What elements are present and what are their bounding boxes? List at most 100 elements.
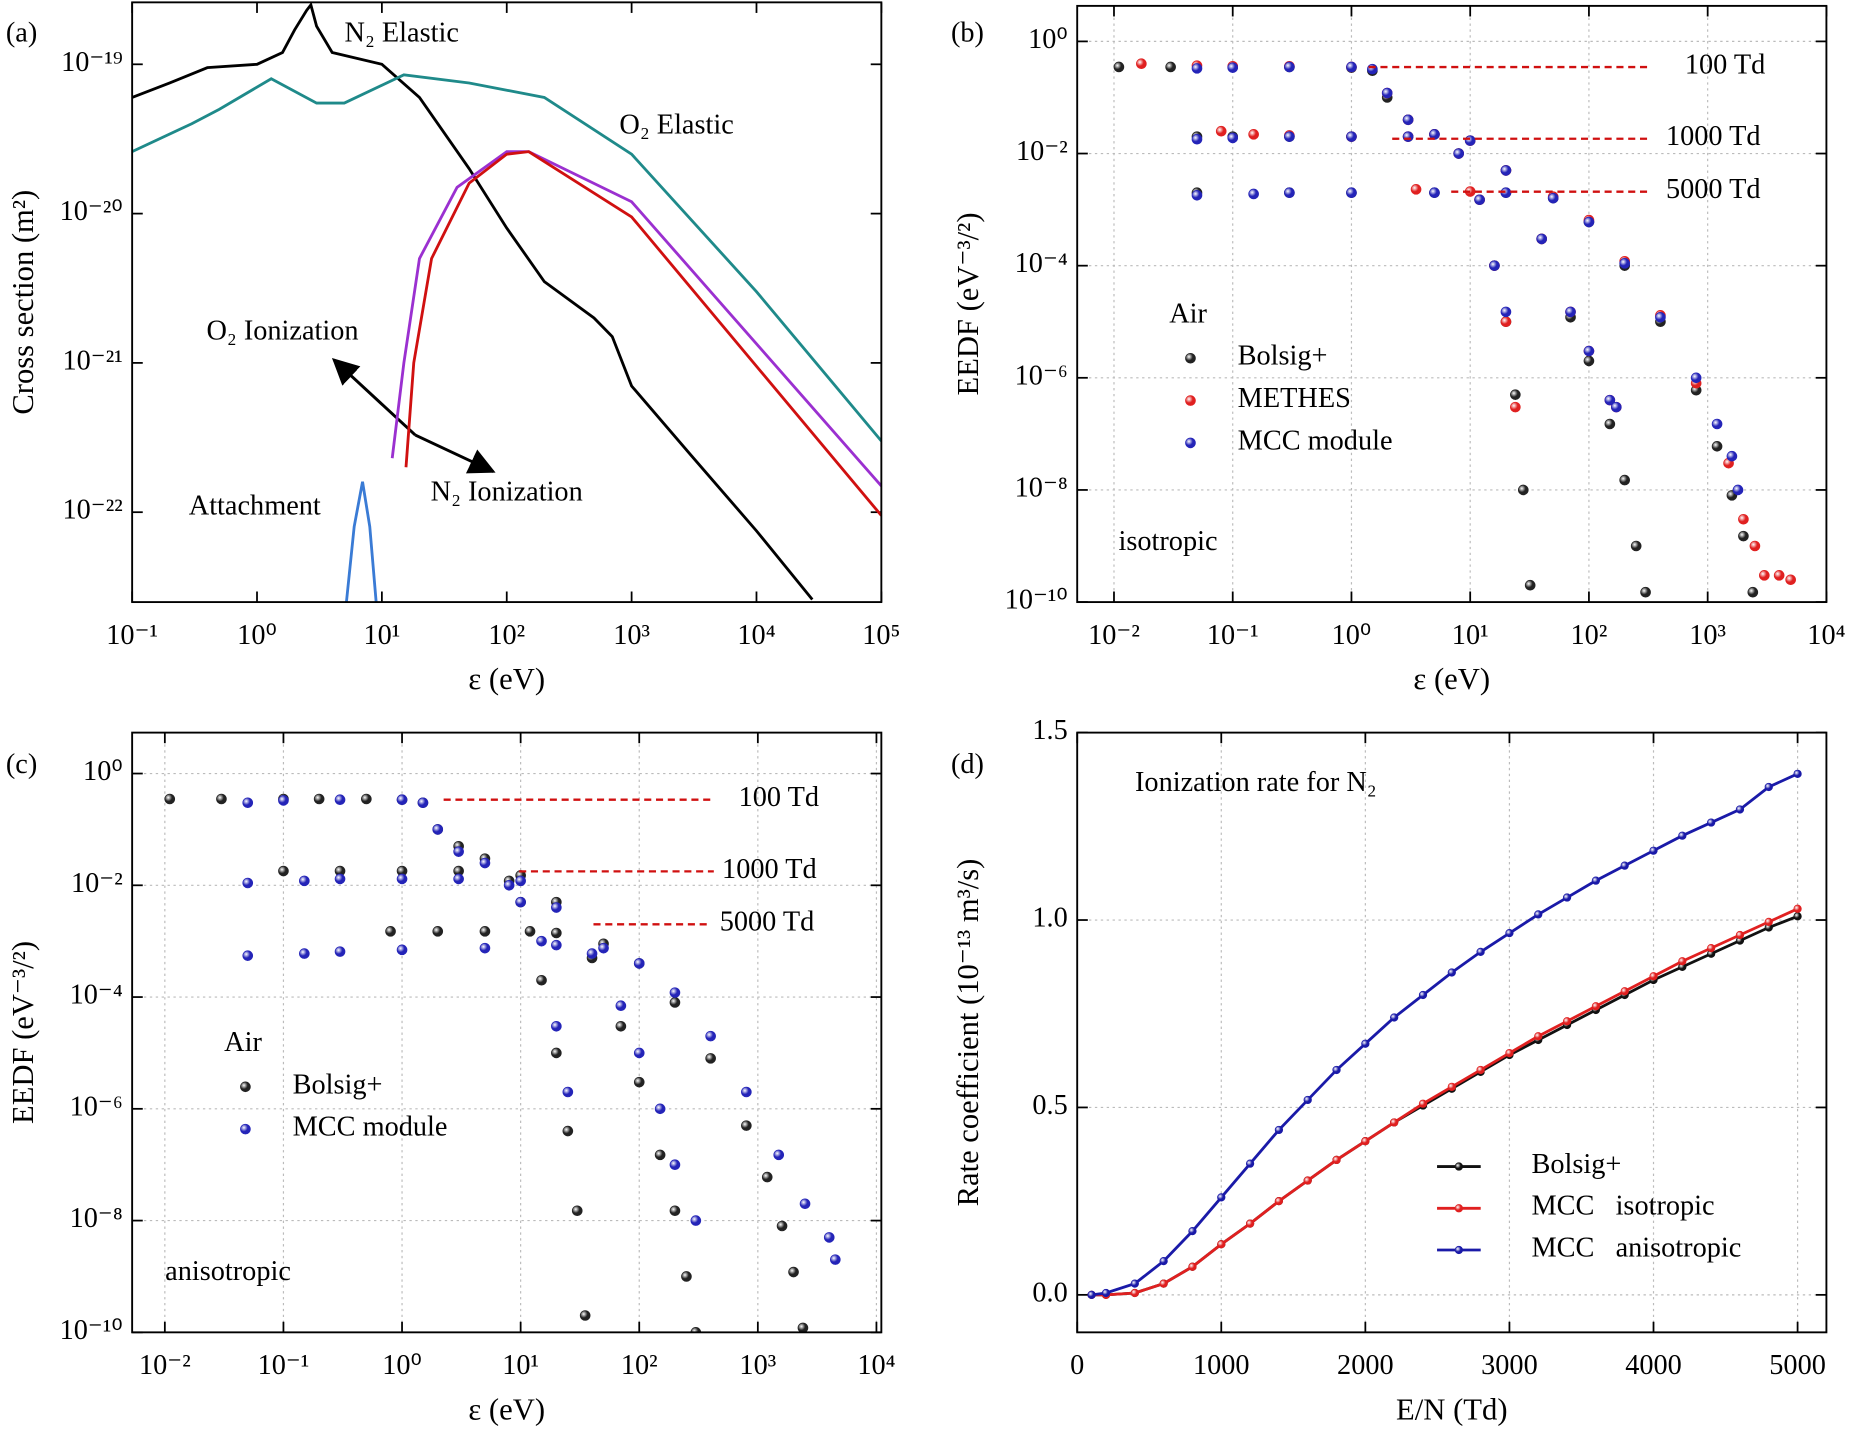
plot-area [1087,769,1802,1299]
y-tick-label: 10⁻²¹ [62,345,122,376]
data-point [479,857,491,869]
data-point [681,1271,692,1282]
legend-label: MCC anisotropic [1531,1233,1741,1264]
data-point [1690,372,1702,384]
legend-marker [1454,1204,1464,1213]
data-point [1245,1159,1255,1168]
data-point [669,1205,681,1217]
data-point [1547,192,1559,204]
legend-marker [240,1123,251,1135]
data-point [1361,1137,1370,1146]
plot-frame [1076,731,1828,1334]
x-tick-label: 10⁰ [237,620,277,651]
data-point [1447,1082,1456,1091]
data-point [1583,216,1595,228]
data-point [1367,63,1378,75]
data-point [1274,1125,1284,1135]
annotation: 5000 Td [1666,174,1761,205]
data-point [1604,418,1616,430]
legend-label: Bolsig+ [1238,341,1328,372]
data-point [242,950,254,961]
data-point [1565,306,1576,318]
data-point [586,948,598,959]
x-tick-label: 10⁻² [1088,620,1140,651]
series-line [345,481,378,603]
x-tick-label: 2000 [1337,1350,1394,1381]
data-point [515,875,526,887]
x-tick-label: 10² [488,620,525,651]
y-tick-label: 10⁰ [1028,24,1068,55]
data-point [1620,861,1629,870]
data-point [1346,131,1357,142]
data-point [1476,1065,1485,1075]
series-label: O₂ Elastic [619,110,733,141]
annotation: 100 Td [1685,50,1765,81]
data-point [1346,187,1357,199]
data-point [1248,129,1259,140]
data-point [1536,233,1547,245]
y-tick-label: 10⁻² [1016,136,1068,167]
x-tick-label: 10⁴ [737,620,775,651]
data-point [562,1086,574,1098]
data-point [242,797,254,809]
legend-title: Air [1169,298,1207,329]
data-point [1130,1288,1139,1298]
data-point [1711,441,1723,452]
data-point [1130,1279,1139,1288]
data-point [551,927,562,939]
data-point [1604,394,1616,406]
data-point [1747,586,1759,598]
data-point [1707,818,1716,827]
data-point [690,1215,702,1226]
legend-marker [1185,352,1196,364]
y-tick-label: 10⁻¹⁰ [1005,585,1068,616]
data-point [361,793,372,805]
data-point [1188,1227,1197,1236]
y-tick-label: 10⁻⁴ [70,980,123,1011]
data-point [654,1149,666,1161]
data-point [797,1322,809,1333]
x-tick-label: 10⁵ [862,620,900,651]
data-point [1101,1288,1111,1298]
y-tick-label: 10⁻⁶ [1015,360,1068,391]
series-label: O₂ Ionization [206,315,358,346]
data-point [1726,450,1738,462]
x-axis-title: ε (eV) [468,1392,545,1426]
data-point [242,877,254,889]
data-point [1227,132,1239,144]
data-point [1738,513,1749,525]
data-point [1620,987,1629,996]
x-tick-label: 10⁻¹ [106,620,158,651]
data-point [1649,846,1658,855]
annotation: Ionization rate for N₂ [1135,767,1377,798]
x-tick-label: 4000 [1625,1350,1682,1381]
x-tick-label: 10⁻¹ [258,1350,310,1381]
data-point [633,958,645,969]
data-point [1418,1099,1428,1108]
annotation: 5000 Td [720,907,815,938]
data-point [1764,917,1773,927]
annotation: 1000 Td [1666,121,1761,152]
legend-label: METHES [1238,383,1351,414]
data-point [313,793,325,805]
data-point [1655,312,1666,323]
data-point [1534,1032,1543,1041]
data-point [164,793,176,805]
data-point [1619,258,1630,269]
series-label: N₂ Ionization [431,476,583,507]
plot-frame [131,731,883,1334]
data-point [1191,63,1203,74]
data-point [562,1125,574,1137]
data-point [776,1220,788,1232]
data-point [1390,1118,1399,1127]
data-point [1678,957,1687,966]
x-tick-label: 10⁰ [1332,620,1372,651]
x-tick-label: 1000 [1193,1350,1250,1381]
x-axis-title: ε (eV) [1413,662,1490,696]
data-point [1793,769,1802,778]
panel-label: (a) [6,18,37,49]
data-point [1732,484,1744,496]
data-point [1284,187,1295,199]
data-point [551,1047,562,1059]
data-point [1303,1095,1312,1105]
